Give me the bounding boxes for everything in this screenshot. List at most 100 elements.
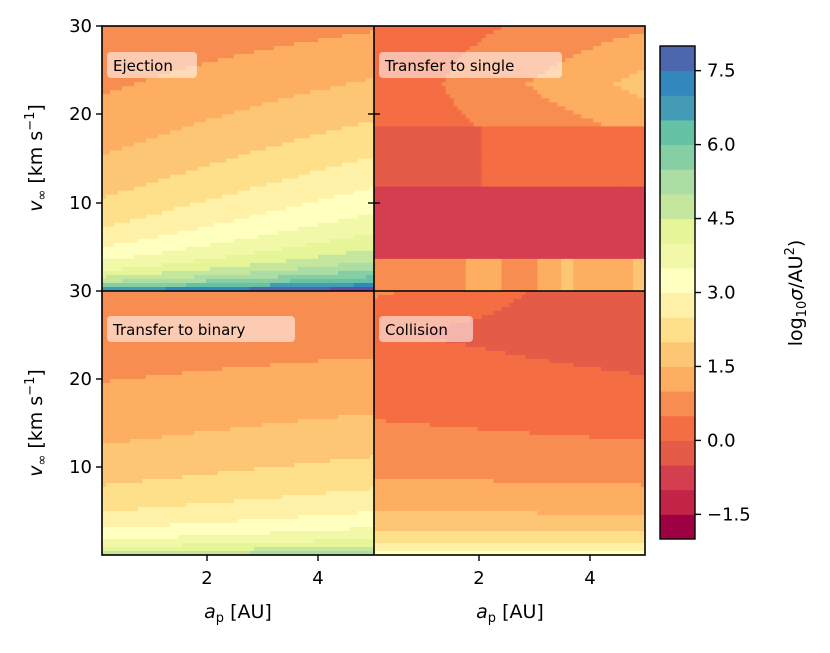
contour-cell [130,102,135,107]
contour-cell [130,218,135,224]
contour-cell [338,106,343,111]
contour-cell [338,250,343,256]
contour-cell [142,150,147,156]
contour-cell [166,98,171,103]
contour-cell [354,66,359,71]
contour-cell [346,258,351,264]
contour-cell [306,266,311,272]
contour-cell [354,266,359,272]
contour-cell [114,142,119,148]
contour-cell [138,34,143,39]
contour-cell [134,246,139,252]
contour-cell [609,50,614,55]
contour-cell [234,110,239,115]
contour-cell [637,42,642,47]
contour-cell [537,46,542,51]
contour-cell [126,130,131,136]
contour-cell [366,34,371,39]
contour-cell [314,226,319,232]
contour-cell [126,274,131,280]
contour-cell [358,26,363,31]
contour-cell [254,194,259,200]
contour-cell [210,250,215,256]
contour-cell [342,266,347,272]
contour-cell [218,170,223,176]
contour-cell [294,162,299,168]
contour-cell [342,30,347,35]
contour-cell [162,186,167,192]
contour-cell [226,142,231,148]
contour-cell [202,74,207,79]
contour-cell [238,154,243,160]
contour-cell [533,26,538,31]
contour-cell [370,202,374,208]
contour-cell [202,182,207,188]
contour-cell [198,154,203,160]
contour-cell [194,162,199,168]
contour-cell [366,170,371,176]
contour-cell [525,30,531,35]
contour-cell [326,118,331,123]
contour-cell [445,26,451,31]
contour-cell [162,218,167,224]
contour-cell [541,38,546,43]
contour-cell [625,34,630,39]
contour-cell [286,210,291,216]
contour-cell [246,118,251,123]
contour-cell [258,66,263,71]
contour-cell [186,162,191,168]
contour-cell [326,234,331,240]
contour-cell [326,90,331,95]
contour-cell [186,130,191,136]
contour-cell [266,186,271,192]
contour-cell [421,42,427,47]
contour-cell [318,166,323,172]
contour-cell [130,190,135,196]
contour-cell [166,30,171,35]
contour-cell [206,94,211,99]
contour-cell [314,158,319,164]
contour-cell [266,266,271,272]
contour-cell [489,34,495,39]
contour-cell [206,182,211,188]
contour-cell [282,190,287,196]
contour-cell [593,38,598,43]
contour-cell [178,94,183,99]
contour-cell [254,30,259,35]
contour-cell [294,210,299,216]
contour-cell [202,26,207,31]
contour-cell [322,90,327,95]
contour-cell [226,282,231,288]
contour-cell [366,74,371,79]
contour-cell [389,38,395,43]
contour-cell [210,34,215,39]
contour-cell [190,178,195,184]
contour-cell [294,246,299,252]
contour-cell [246,226,251,232]
contour-cell [302,70,307,75]
contour-cell [194,126,199,131]
contour-cell [222,158,227,164]
contour-cell [286,282,291,288]
contour-cell [110,230,115,236]
contour-cell [605,30,610,35]
contour-cell [126,170,131,176]
contour-cell [262,214,267,220]
contour-cell [593,30,598,35]
contour-cell [190,218,195,224]
contour-cell [106,130,111,136]
contour-cell [358,266,363,272]
contour-cell [118,178,123,184]
contour-cell [198,278,203,284]
contour-cell [174,122,179,127]
contour-cell [537,38,542,43]
contour-cell [294,226,299,232]
contour-cell [162,130,167,136]
contour-cell [234,98,239,103]
contour-cell [254,26,259,31]
contour-cell [142,262,147,268]
contour-cell [262,142,267,148]
contour-cell [326,182,331,188]
contour-cell [298,90,303,95]
contour-cell [138,134,143,140]
